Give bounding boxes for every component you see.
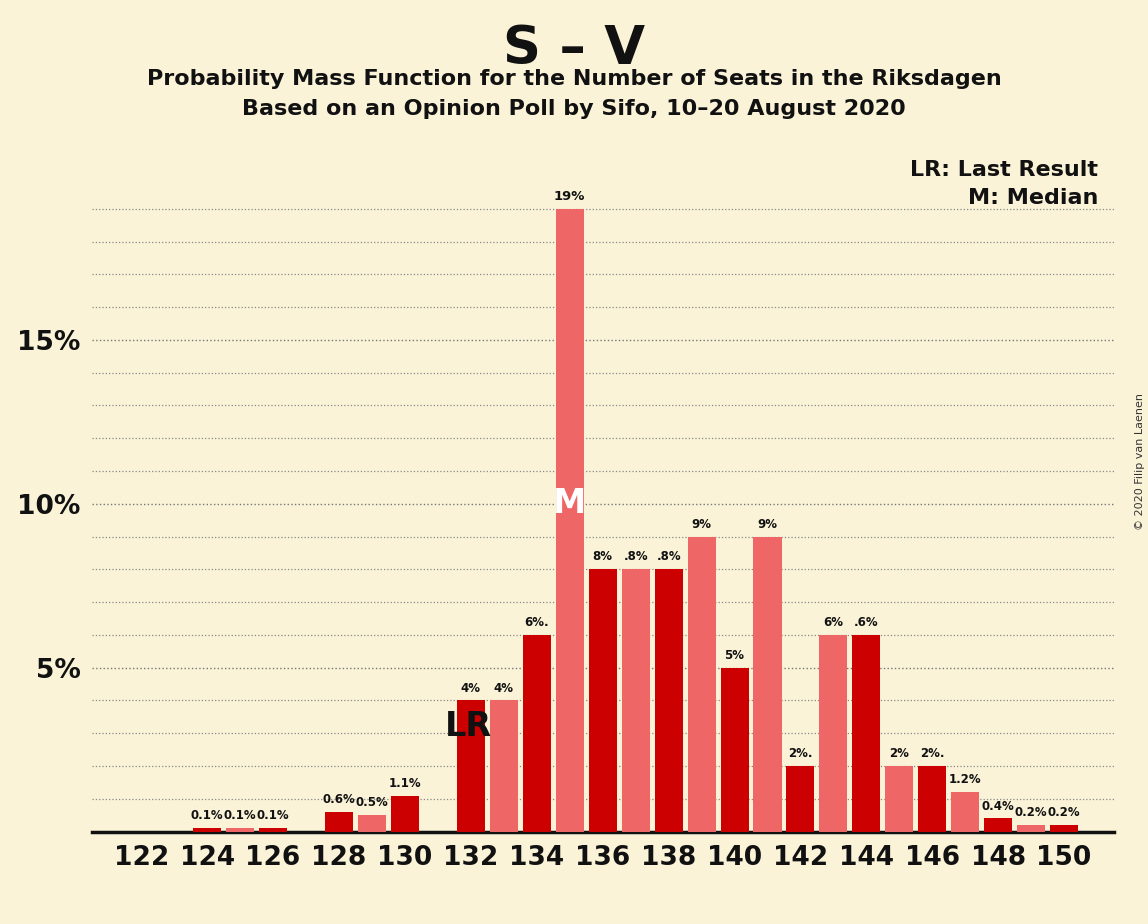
Text: 8%: 8% xyxy=(592,551,613,564)
Text: 6%.: 6%. xyxy=(525,616,549,629)
Bar xyxy=(654,569,683,832)
Text: 0.2%: 0.2% xyxy=(1015,806,1047,820)
Text: 0.2%: 0.2% xyxy=(1048,806,1080,820)
Text: Probability Mass Function for the Number of Seats in the Riksdagen: Probability Mass Function for the Number… xyxy=(147,69,1001,90)
Text: 0.1%: 0.1% xyxy=(191,809,224,822)
Bar xyxy=(952,792,979,832)
Bar xyxy=(753,537,782,832)
Text: 9%: 9% xyxy=(758,517,777,530)
Bar xyxy=(391,796,419,832)
Text: © 2020 Filip van Laenen: © 2020 Filip van Laenen xyxy=(1134,394,1145,530)
Bar xyxy=(522,635,551,832)
Text: 0.1%: 0.1% xyxy=(224,809,256,822)
Text: 0.1%: 0.1% xyxy=(257,809,289,822)
Bar xyxy=(786,766,814,832)
Bar xyxy=(1050,825,1078,832)
Bar xyxy=(490,700,518,832)
Bar xyxy=(622,569,650,832)
Text: 5%: 5% xyxy=(724,649,745,662)
Bar xyxy=(721,668,748,832)
Text: 0.5%: 0.5% xyxy=(356,796,388,809)
Bar xyxy=(259,828,287,832)
Bar xyxy=(820,635,847,832)
Text: 0.4%: 0.4% xyxy=(982,799,1015,812)
Text: 1.2%: 1.2% xyxy=(949,773,982,786)
Text: 9%: 9% xyxy=(691,517,712,530)
Text: 1.1%: 1.1% xyxy=(389,777,421,790)
Bar xyxy=(688,537,715,832)
Text: 2%.: 2%. xyxy=(920,748,945,760)
Text: 4%: 4% xyxy=(460,682,481,695)
Text: 19%: 19% xyxy=(554,189,585,203)
Text: LR: LR xyxy=(444,711,491,743)
Text: 2%.: 2%. xyxy=(789,748,813,760)
Text: 0.6%: 0.6% xyxy=(323,793,356,806)
Bar xyxy=(556,209,583,832)
Bar xyxy=(589,569,616,832)
Bar xyxy=(918,766,946,832)
Bar xyxy=(193,828,222,832)
Text: LR: Last Result: LR: Last Result xyxy=(910,161,1099,180)
Text: 2%: 2% xyxy=(890,748,909,760)
Text: M: Median: M: Median xyxy=(968,188,1099,208)
Text: .8%: .8% xyxy=(623,551,647,564)
Bar xyxy=(852,635,881,832)
Text: .8%: .8% xyxy=(657,551,681,564)
Text: 6%: 6% xyxy=(823,616,844,629)
Bar xyxy=(358,815,386,832)
Bar xyxy=(226,828,254,832)
Bar xyxy=(1017,825,1045,832)
Text: 4%: 4% xyxy=(494,682,514,695)
Bar xyxy=(885,766,914,832)
Text: .6%: .6% xyxy=(854,616,878,629)
Bar xyxy=(457,700,484,832)
Text: S – V: S – V xyxy=(503,23,645,75)
Text: Based on an Opinion Poll by Sifo, 10–20 August 2020: Based on an Opinion Poll by Sifo, 10–20 … xyxy=(242,99,906,119)
Bar xyxy=(325,812,354,832)
Text: M: M xyxy=(553,487,587,520)
Bar xyxy=(984,819,1013,832)
